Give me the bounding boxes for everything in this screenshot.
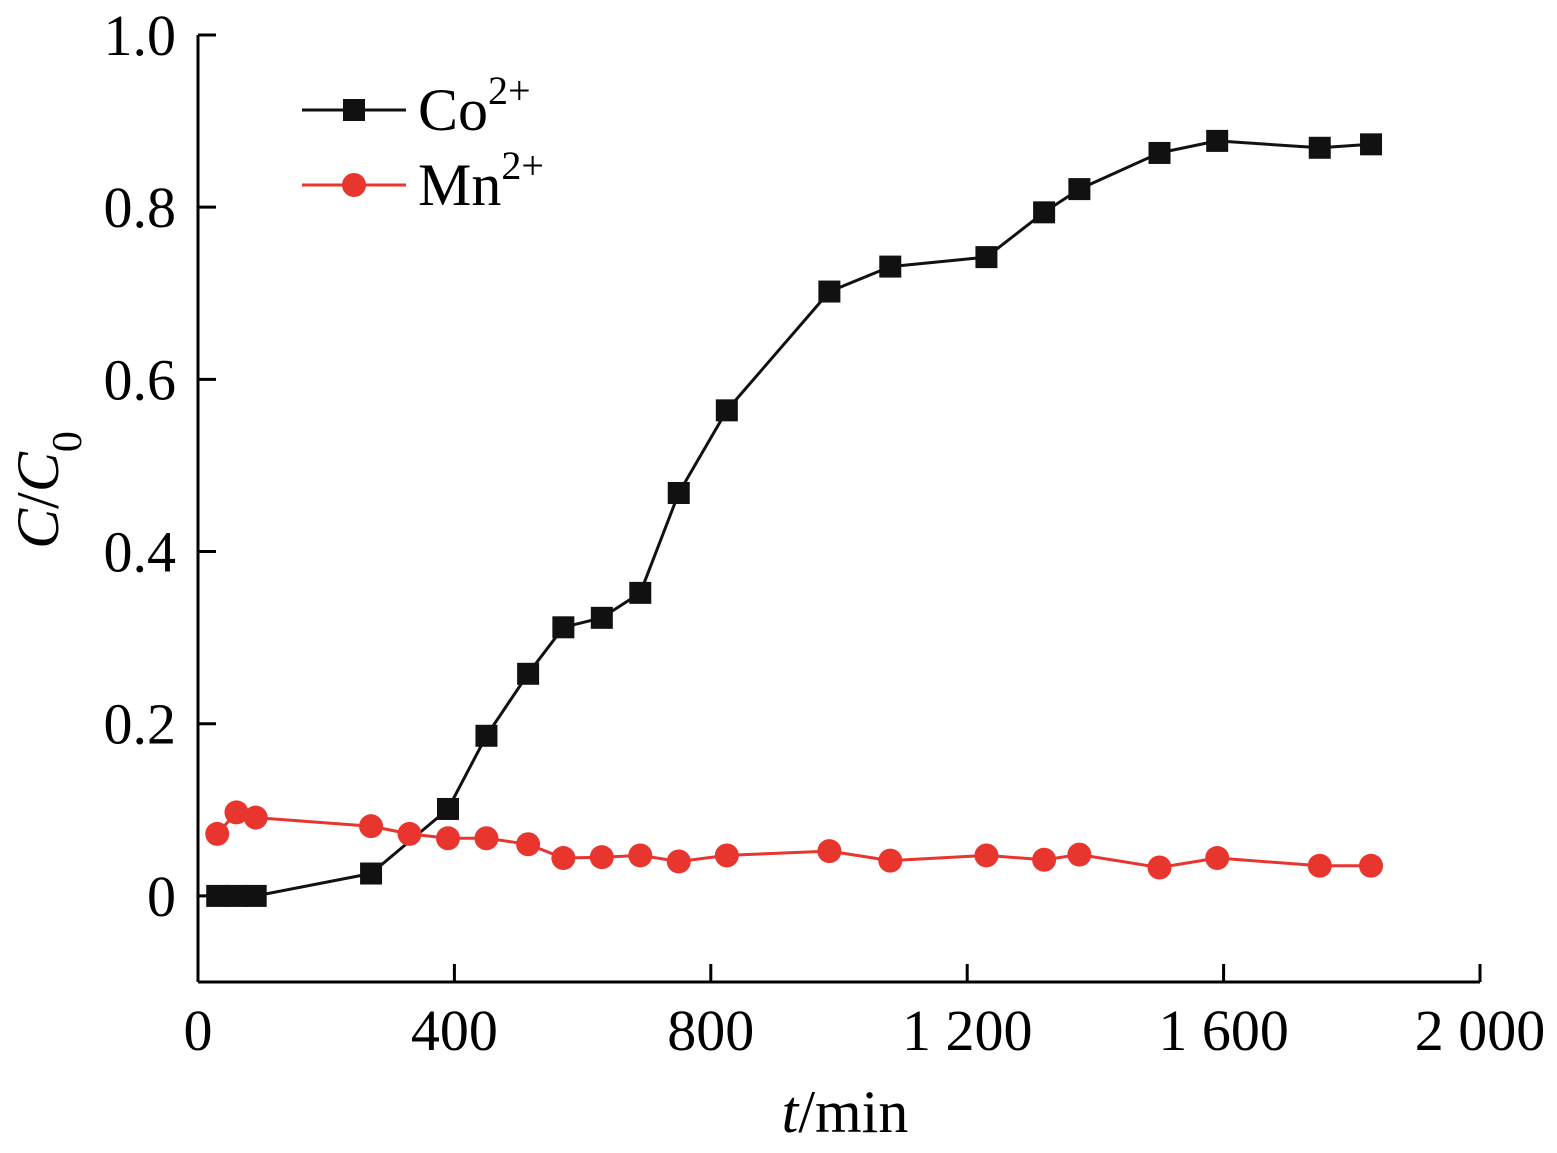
- data-point-mn: [243, 805, 268, 830]
- series-line-co: [217, 139, 1372, 898]
- y-tick-label: 0: [147, 864, 176, 929]
- data-point-mn: [817, 839, 842, 864]
- data-point-co: [436, 797, 459, 820]
- data-point-co: [590, 606, 613, 629]
- data-point-co: [1033, 201, 1056, 224]
- data-point-mn: [1307, 853, 1332, 878]
- data-point-co: [225, 884, 248, 907]
- x-tick-label: 2 000: [1415, 998, 1546, 1063]
- data-point-mn: [878, 848, 903, 873]
- legend: Co2+ Mn2+: [302, 68, 544, 218]
- x-axis-ticks: 0 400 800 1 200 1 600 2 000: [184, 964, 1546, 1063]
- series-co: [206, 129, 1383, 907]
- legend-item-mn: Mn2+: [302, 143, 544, 218]
- data-point-co: [629, 581, 652, 604]
- legend-marker-mn: [342, 173, 366, 197]
- data-point-co: [818, 280, 841, 303]
- data-point-mn: [435, 826, 460, 851]
- legend-label-co: Co2+: [418, 68, 531, 143]
- x-tick-label: 1 200: [902, 998, 1033, 1063]
- data-point-mn: [359, 814, 384, 839]
- data-point-mn: [551, 846, 576, 871]
- data-point-mn: [1205, 846, 1230, 871]
- y-tick-label: 1.0: [104, 3, 177, 68]
- data-point-mn: [1032, 847, 1057, 872]
- data-point-co: [360, 862, 383, 885]
- x-tick-label: 1 600: [1158, 998, 1289, 1063]
- legend-marker-co: [343, 99, 365, 121]
- data-point-co: [975, 246, 998, 269]
- y-axis-title: C/C0: [5, 431, 91, 549]
- data-point-mn: [1359, 853, 1384, 878]
- x-axis-title: t/min: [782, 1079, 909, 1145]
- data-point-co: [1360, 133, 1383, 156]
- data-point-mn: [205, 821, 230, 846]
- data-point-co: [517, 662, 540, 685]
- data-point-mn: [714, 843, 739, 868]
- y-tick-label: 0.2: [104, 692, 177, 757]
- series-line-mn: [216, 810, 1371, 869]
- data-point-mn: [589, 845, 614, 870]
- legend-label-mn: Mn2+: [418, 143, 544, 218]
- data-point-co: [1308, 136, 1331, 159]
- data-point-co: [475, 724, 498, 747]
- data-point-mn: [1067, 842, 1092, 867]
- data-point-mn: [1147, 855, 1172, 880]
- data-point-co: [715, 399, 738, 422]
- data-point-mn: [397, 821, 422, 846]
- data-point-mn: [474, 826, 499, 851]
- y-tick-label: 0.6: [104, 347, 177, 412]
- data-point-mn: [666, 849, 691, 874]
- data-point-mn: [224, 800, 249, 825]
- axes: [196, 35, 1480, 984]
- data-point-co: [879, 255, 902, 278]
- data-point-mn: [516, 832, 541, 857]
- data-point-co: [1206, 129, 1229, 152]
- plot-area: [205, 129, 1384, 907]
- data-point-co: [667, 482, 690, 505]
- x-tick-label: 0: [184, 998, 213, 1063]
- series-mn: [205, 800, 1384, 880]
- data-point-mn: [974, 843, 999, 868]
- x-tick-label: 400: [411, 998, 498, 1063]
- legend-item-co: Co2+: [302, 68, 531, 143]
- y-tick-label: 0.4: [104, 520, 177, 585]
- data-point-co: [552, 616, 575, 639]
- y-tick-label: 0.8: [104, 175, 177, 240]
- x-tick-label: 800: [667, 998, 754, 1063]
- data-point-co: [1068, 178, 1091, 201]
- data-point-co: [244, 884, 267, 907]
- data-point-co: [1148, 141, 1171, 164]
- data-point-mn: [628, 843, 653, 868]
- y-axis-ticks: 0 0.2 0.4 0.6 0.8 1.0: [104, 3, 216, 929]
- data-point-co: [206, 884, 229, 907]
